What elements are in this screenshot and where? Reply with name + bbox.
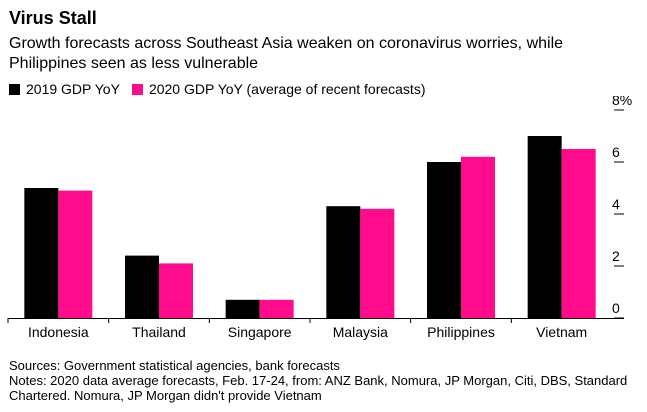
bar-2019-singapore xyxy=(225,299,260,318)
x-tick-label: Singapore xyxy=(228,324,292,340)
bar-2020-philippines xyxy=(461,156,495,318)
legend-swatch-2020 xyxy=(131,84,143,95)
legend-swatch-2019 xyxy=(9,84,20,95)
legend-label-2019: 2019 GDP YoY xyxy=(26,81,120,97)
y-tick-label: 2 xyxy=(612,248,620,264)
y-tick-label: 4 xyxy=(612,196,620,212)
legend: 2019 GDP YoY 2020 GDP YoY (average of re… xyxy=(9,81,437,98)
bar-2020-vietnam xyxy=(561,149,596,318)
chart-subtitle: Growth forecasts across Southeast Asia w… xyxy=(9,35,564,72)
bar-2019-malaysia xyxy=(326,206,361,318)
x-tick-label: Indonesia xyxy=(28,324,89,340)
legend-item-2019: 2019 GDP YoY xyxy=(9,81,120,98)
bar-2020-indonesia xyxy=(58,190,93,318)
y-tick-label: 0 xyxy=(612,300,620,316)
bar-2019-vietnam xyxy=(527,136,562,318)
x-tick-label: Thailand xyxy=(132,324,186,340)
x-tick-label: Vietnam xyxy=(536,324,587,340)
y-tick-label: 8% xyxy=(612,96,632,108)
bar-2019-thailand xyxy=(125,255,159,318)
sources-note: Sources: Government statistical agencies… xyxy=(9,358,340,373)
bar-2020-thailand xyxy=(159,263,193,318)
legend-item-2020: 2020 GDP YoY (average of recent forecast… xyxy=(131,81,426,98)
chart-title: Virus Stall xyxy=(9,8,97,28)
bar-2019-philippines xyxy=(427,162,461,318)
x-tick-label: Philippines xyxy=(427,324,495,340)
bar-2020-malaysia xyxy=(360,208,395,318)
x-tick-label: Malaysia xyxy=(333,324,388,340)
bar-chart: Indonesia Thailand Singapore Malaysia Philip… xyxy=(7,96,632,340)
footnotes: Sources: Government statistical agencies… xyxy=(9,358,639,403)
y-tick-label: 6 xyxy=(612,144,620,160)
bar-2019-indonesia xyxy=(24,188,59,318)
notes-text: Notes: 2020 data average forecasts, Feb.… xyxy=(9,373,628,403)
legend-label-2020: 2020 GDP YoY (average of recent forecast… xyxy=(148,81,426,97)
bar-2020-singapore xyxy=(259,299,294,318)
